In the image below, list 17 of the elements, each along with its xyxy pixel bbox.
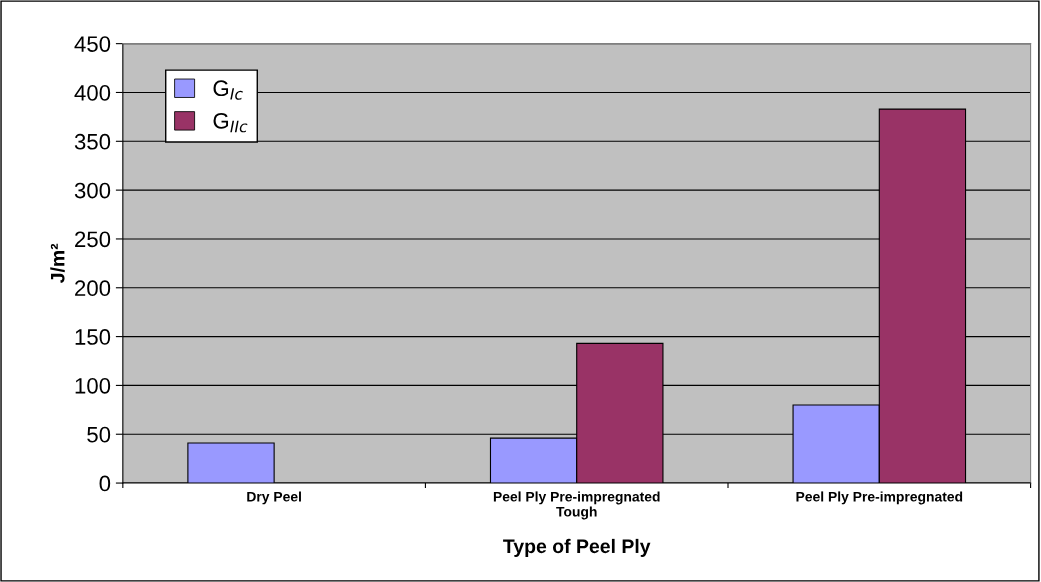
y-tick-label: 400 (74, 85, 111, 101)
y-tick-label: 0 (99, 475, 111, 492)
y-tick-label: 50 (87, 426, 111, 443)
y-tick-label: 450 (74, 36, 111, 52)
x-tick-label: Peel Ply Pre-impregnated Tough (493, 491, 660, 520)
y-tick-label: 100 (75, 377, 111, 394)
y-tick-label: 300 (74, 182, 111, 199)
legend-label: G$_{IIc}$ (213, 112, 248, 133)
legend-label: G$_{Ic}$ (213, 80, 243, 100)
y-axis-title: J/m² (50, 243, 65, 284)
y-tick-label: 250 (75, 231, 111, 248)
x-tick-label: Dry Peel (247, 491, 301, 505)
x-axis-title: Type of Peel Ply (503, 538, 651, 557)
y-tick-label: 150 (75, 329, 111, 345)
y-tick-label: 350 (74, 133, 111, 150)
y-tick-label: 200 (75, 280, 111, 297)
x-tick-label: Peel Ply Pre-impregnated (796, 491, 963, 505)
